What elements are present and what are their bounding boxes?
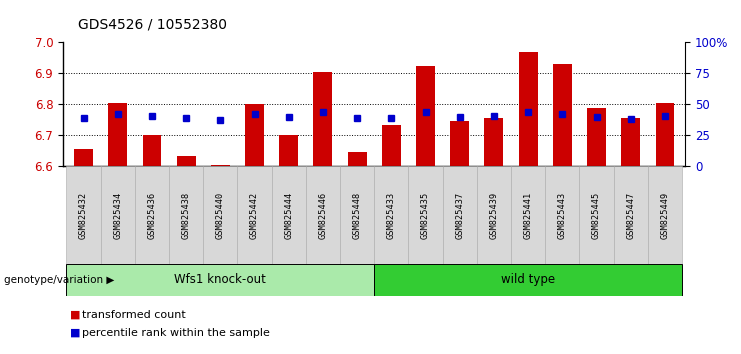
Bar <box>67 166 101 264</box>
Bar <box>579 166 614 264</box>
Text: percentile rank within the sample: percentile rank within the sample <box>82 328 270 338</box>
Bar <box>442 166 476 264</box>
Text: GSM825436: GSM825436 <box>147 192 156 239</box>
Bar <box>621 118 640 166</box>
Bar <box>382 125 401 166</box>
Bar <box>176 155 196 166</box>
Bar <box>374 264 682 296</box>
Text: GSM825438: GSM825438 <box>182 192 190 239</box>
Text: GSM825432: GSM825432 <box>79 192 88 239</box>
Bar <box>211 165 230 166</box>
Text: transformed count: transformed count <box>82 310 185 320</box>
Bar <box>374 166 408 264</box>
Bar <box>656 103 674 166</box>
Bar <box>245 104 264 166</box>
Text: GSM825446: GSM825446 <box>319 192 328 239</box>
Bar <box>614 166 648 264</box>
Text: wild type: wild type <box>501 273 555 286</box>
Bar <box>553 64 572 166</box>
Bar <box>272 166 306 264</box>
Bar <box>416 66 435 166</box>
Bar <box>476 166 511 264</box>
Text: GDS4526 / 10552380: GDS4526 / 10552380 <box>78 18 227 32</box>
Bar <box>348 152 367 166</box>
Bar <box>648 166 682 264</box>
Bar <box>511 166 545 264</box>
Text: Wfs1 knock-out: Wfs1 knock-out <box>174 273 266 286</box>
Text: GSM825444: GSM825444 <box>285 192 293 239</box>
Bar <box>485 118 503 166</box>
Text: GSM825434: GSM825434 <box>113 192 122 239</box>
Text: ■: ■ <box>70 310 81 320</box>
Bar <box>108 103 127 166</box>
Text: GSM825437: GSM825437 <box>455 192 464 239</box>
Bar <box>74 149 93 166</box>
Bar <box>279 135 298 166</box>
Text: GSM825442: GSM825442 <box>250 192 259 239</box>
Bar <box>135 166 169 264</box>
Bar <box>313 72 332 166</box>
Text: GSM825448: GSM825448 <box>353 192 362 239</box>
Text: GSM825447: GSM825447 <box>626 192 635 239</box>
Bar <box>306 166 340 264</box>
Bar <box>142 135 162 166</box>
Bar <box>237 166 272 264</box>
Text: GSM825439: GSM825439 <box>489 192 499 239</box>
Text: GSM825443: GSM825443 <box>558 192 567 239</box>
Bar <box>545 166 579 264</box>
Text: GSM825435: GSM825435 <box>421 192 430 239</box>
Bar <box>587 108 606 166</box>
Text: GSM825441: GSM825441 <box>524 192 533 239</box>
Text: GSM825445: GSM825445 <box>592 192 601 239</box>
Bar <box>451 121 469 166</box>
Text: GSM825449: GSM825449 <box>660 192 669 239</box>
Text: genotype/variation ▶: genotype/variation ▶ <box>4 275 114 285</box>
Bar <box>203 166 237 264</box>
Text: GSM825440: GSM825440 <box>216 192 225 239</box>
Bar <box>101 166 135 264</box>
Bar <box>340 166 374 264</box>
Bar <box>519 52 537 166</box>
Bar <box>67 264 374 296</box>
Text: ■: ■ <box>70 328 81 338</box>
Bar <box>408 166 442 264</box>
Text: GSM825433: GSM825433 <box>387 192 396 239</box>
Bar <box>169 166 203 264</box>
